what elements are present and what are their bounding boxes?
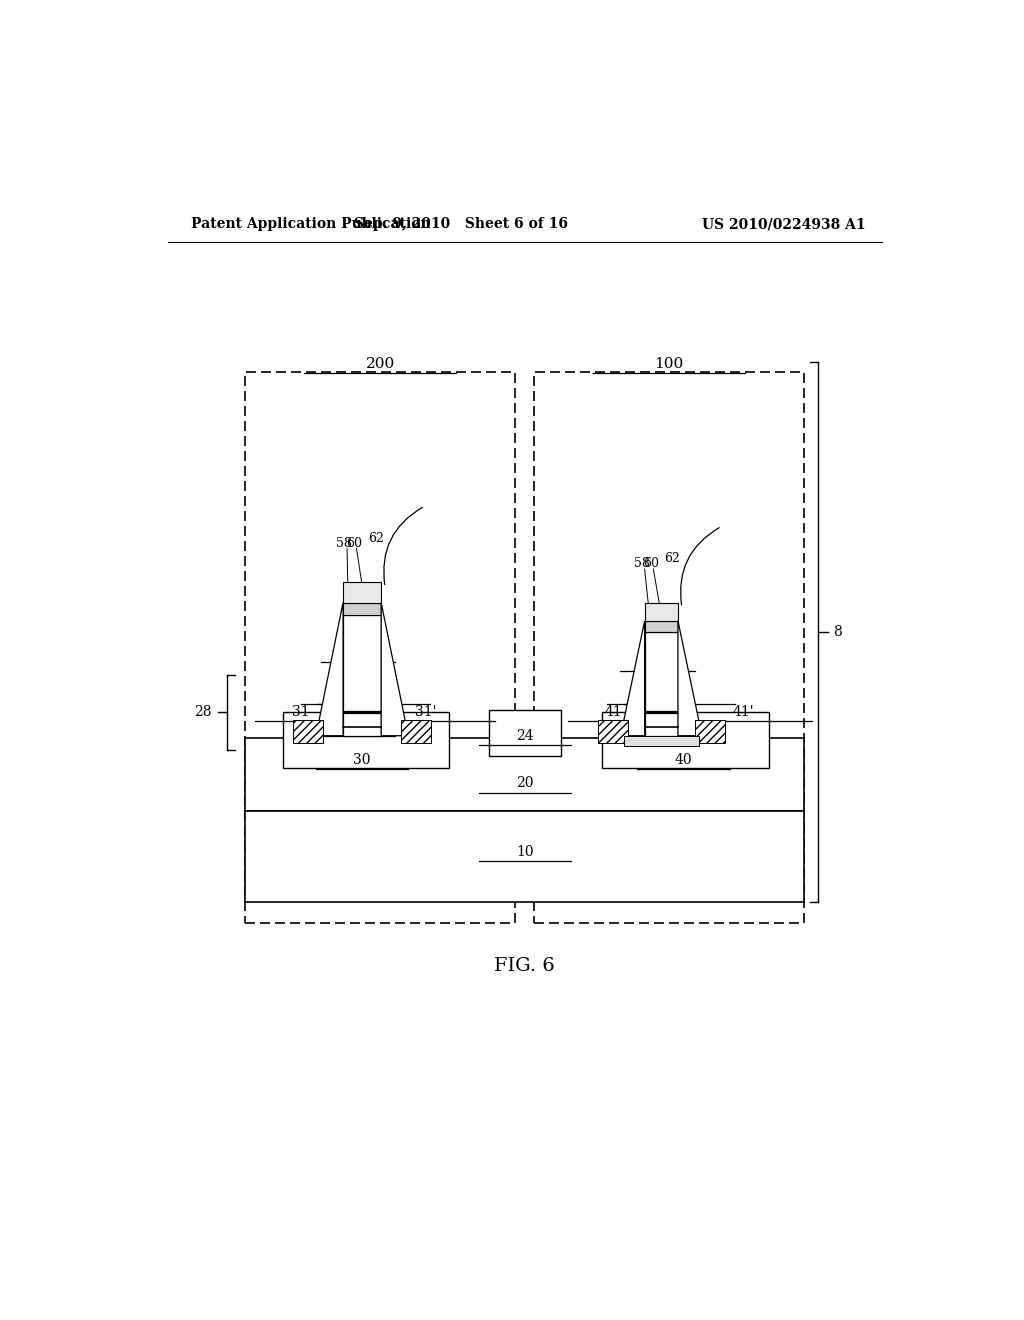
Text: US 2010/0224938 A1: US 2010/0224938 A1 xyxy=(702,218,866,231)
Text: 58: 58 xyxy=(336,537,352,550)
Bar xyxy=(246,738,804,810)
Text: 62: 62 xyxy=(664,552,680,565)
Text: 52: 52 xyxy=(360,711,375,723)
Text: 32': 32' xyxy=(365,689,384,701)
Text: 41: 41 xyxy=(605,705,623,719)
Text: 40: 40 xyxy=(675,754,692,767)
Text: 50: 50 xyxy=(650,701,666,714)
Bar xyxy=(645,602,678,620)
Text: 32: 32 xyxy=(331,689,346,701)
Text: 62: 62 xyxy=(369,532,384,545)
Text: 30: 30 xyxy=(353,754,371,767)
Bar xyxy=(598,721,628,743)
Text: 56: 56 xyxy=(649,655,666,668)
Bar xyxy=(343,602,381,615)
Bar xyxy=(624,735,698,746)
Text: 58: 58 xyxy=(634,557,649,570)
Polygon shape xyxy=(624,620,645,735)
Bar xyxy=(343,582,381,602)
Text: 55: 55 xyxy=(641,709,656,722)
Text: Sep. 9, 2010   Sheet 6 of 16: Sep. 9, 2010 Sheet 6 of 16 xyxy=(354,218,568,231)
Bar xyxy=(645,620,678,632)
Text: 50: 50 xyxy=(336,708,351,721)
Text: 31: 31 xyxy=(292,705,310,719)
Bar xyxy=(489,710,560,756)
Bar xyxy=(694,721,725,743)
Text: 60: 60 xyxy=(643,557,659,570)
Text: 60: 60 xyxy=(346,537,362,550)
Text: 24: 24 xyxy=(516,729,534,743)
Bar xyxy=(293,721,324,743)
Bar xyxy=(645,632,678,711)
Text: 10: 10 xyxy=(516,845,534,858)
Text: 31': 31' xyxy=(415,705,436,719)
Bar xyxy=(645,713,678,735)
Bar xyxy=(343,713,381,735)
Bar xyxy=(283,713,450,768)
Text: 56: 56 xyxy=(350,647,367,660)
Text: 100: 100 xyxy=(654,356,684,371)
Text: FIG. 6: FIG. 6 xyxy=(495,957,555,975)
Bar xyxy=(602,713,769,768)
Text: 42: 42 xyxy=(636,689,652,701)
Text: Patent Application Publication: Patent Application Publication xyxy=(191,218,431,231)
Text: 54: 54 xyxy=(350,721,367,733)
Polygon shape xyxy=(319,602,343,735)
Text: 28: 28 xyxy=(194,705,211,719)
Bar xyxy=(246,810,804,903)
Bar xyxy=(343,615,381,711)
Text: 42': 42' xyxy=(670,689,689,701)
Text: 41': 41' xyxy=(732,705,754,719)
Bar xyxy=(401,721,431,743)
Text: 8: 8 xyxy=(833,626,842,639)
Polygon shape xyxy=(381,602,404,735)
Text: 20: 20 xyxy=(516,776,534,791)
Polygon shape xyxy=(678,620,698,735)
Text: 200: 200 xyxy=(366,356,395,371)
